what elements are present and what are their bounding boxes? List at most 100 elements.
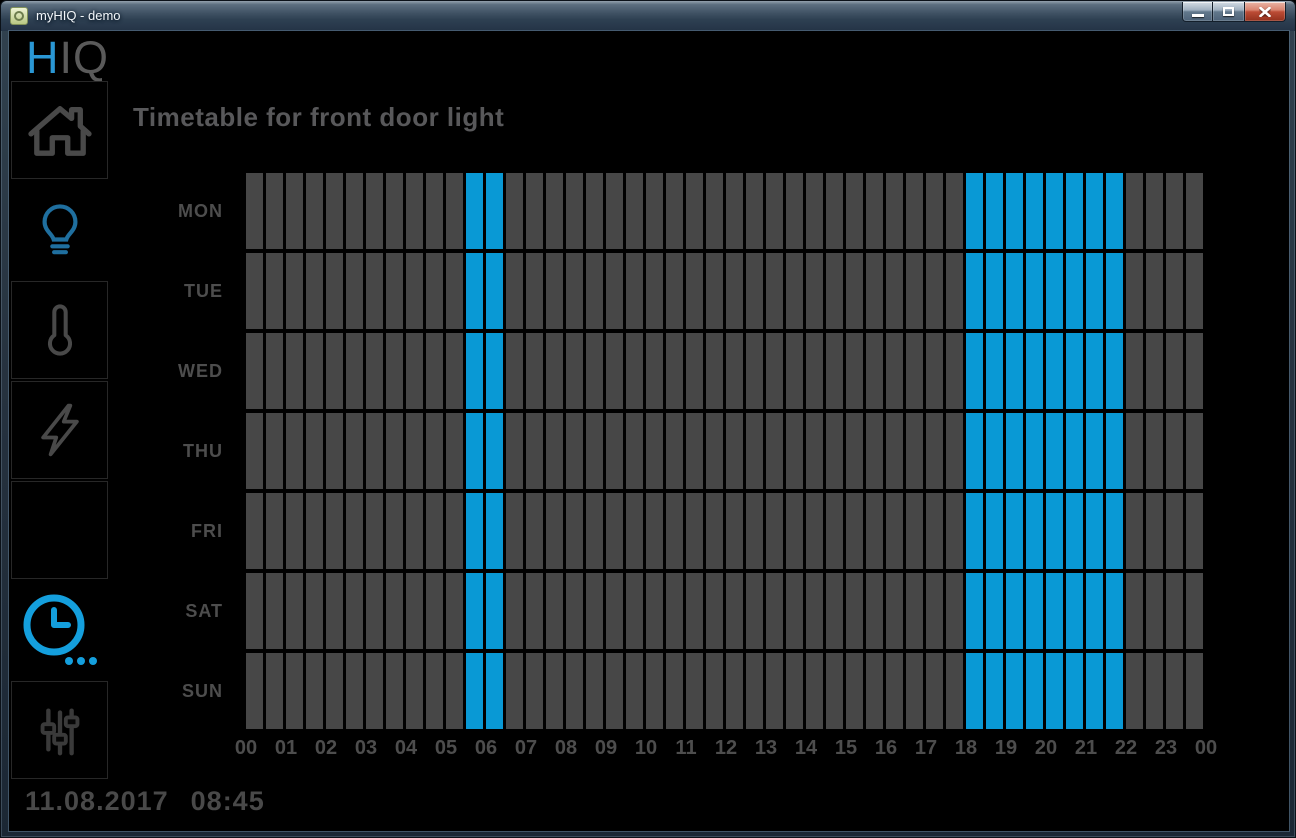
timetable-cell[interactable] bbox=[486, 573, 503, 649]
timetable-cell[interactable] bbox=[666, 333, 683, 409]
timetable-cell[interactable] bbox=[486, 413, 503, 489]
timetable-cell[interactable] bbox=[326, 253, 343, 329]
timetable-cell[interactable] bbox=[486, 333, 503, 409]
timetable-cell[interactable] bbox=[946, 413, 963, 489]
timetable-cell[interactable] bbox=[666, 653, 683, 729]
timetable-cell[interactable] bbox=[626, 573, 643, 649]
timetable-cell[interactable] bbox=[906, 653, 923, 729]
timetable-cell[interactable] bbox=[926, 653, 943, 729]
timetable-cell[interactable] bbox=[846, 573, 863, 649]
timetable-cell[interactable] bbox=[526, 333, 543, 409]
timetable-cell[interactable] bbox=[1166, 573, 1183, 649]
timetable-cell[interactable] bbox=[1006, 573, 1023, 649]
timetable-cell[interactable] bbox=[666, 173, 683, 249]
timetable-cell[interactable] bbox=[1186, 253, 1203, 329]
timetable-cell[interactable] bbox=[526, 253, 543, 329]
timetable-cell[interactable] bbox=[1066, 333, 1083, 409]
timetable-cell[interactable] bbox=[1186, 573, 1203, 649]
timetable-cell[interactable] bbox=[1126, 253, 1143, 329]
timetable-cell[interactable] bbox=[366, 413, 383, 489]
timetable-cell[interactable] bbox=[646, 173, 663, 249]
timetable-cell[interactable] bbox=[1146, 653, 1163, 729]
timetable-cell[interactable] bbox=[1166, 333, 1183, 409]
timetable-cell[interactable] bbox=[1066, 573, 1083, 649]
timetable-cell[interactable] bbox=[686, 413, 703, 489]
timetable-cell[interactable] bbox=[686, 653, 703, 729]
maximize-button[interactable] bbox=[1213, 2, 1244, 22]
timetable-cell[interactable] bbox=[726, 253, 743, 329]
timetable-cell[interactable] bbox=[586, 653, 603, 729]
timetable-cell[interactable] bbox=[546, 173, 563, 249]
timetable-cell[interactable] bbox=[1086, 493, 1103, 569]
timetable-cell[interactable] bbox=[246, 493, 263, 569]
timetable-cell[interactable] bbox=[426, 653, 443, 729]
timetable-cell[interactable] bbox=[646, 253, 663, 329]
sidebar-item-energy[interactable] bbox=[11, 381, 108, 479]
timetable-cell[interactable] bbox=[986, 333, 1003, 409]
timetable-cell[interactable] bbox=[846, 253, 863, 329]
timetable-cell[interactable] bbox=[726, 573, 743, 649]
timetable-cell[interactable] bbox=[446, 573, 463, 649]
timetable-cell[interactable] bbox=[266, 573, 283, 649]
timetable-cell[interactable] bbox=[526, 573, 543, 649]
timetable-cell[interactable] bbox=[346, 253, 363, 329]
timetable-cell[interactable] bbox=[406, 493, 423, 569]
timetable-cell[interactable] bbox=[826, 173, 843, 249]
timetable-cell[interactable] bbox=[966, 333, 983, 409]
timetable-cell[interactable] bbox=[746, 573, 763, 649]
timetable-cell[interactable] bbox=[1126, 493, 1143, 569]
timetable-cell[interactable] bbox=[686, 573, 703, 649]
timetable-cell[interactable] bbox=[366, 573, 383, 649]
timetable-cell[interactable] bbox=[666, 573, 683, 649]
timetable-cell[interactable] bbox=[926, 253, 943, 329]
timetable-cell[interactable] bbox=[746, 493, 763, 569]
timetable-cell[interactable] bbox=[1106, 653, 1123, 729]
timetable-cell[interactable] bbox=[426, 413, 443, 489]
timetable-cell[interactable] bbox=[1146, 413, 1163, 489]
timetable-cell[interactable] bbox=[686, 253, 703, 329]
timetable-cell[interactable] bbox=[466, 253, 483, 329]
timetable-cell[interactable] bbox=[906, 253, 923, 329]
timetable-cell[interactable] bbox=[926, 333, 943, 409]
timetable-cell[interactable] bbox=[1146, 173, 1163, 249]
timetable-cell[interactable] bbox=[966, 573, 983, 649]
timetable-cell[interactable] bbox=[1146, 253, 1163, 329]
timetable-cell[interactable] bbox=[946, 333, 963, 409]
timetable-cell[interactable] bbox=[766, 573, 783, 649]
timetable-cell[interactable] bbox=[1126, 413, 1143, 489]
timetable-cell[interactable] bbox=[626, 413, 643, 489]
timetable-cell[interactable] bbox=[886, 173, 903, 249]
timetable-cell[interactable] bbox=[1086, 333, 1103, 409]
timetable-cell[interactable] bbox=[506, 653, 523, 729]
timetable-cell[interactable] bbox=[526, 493, 543, 569]
timetable-cell[interactable] bbox=[1126, 333, 1143, 409]
timetable-cell[interactable] bbox=[506, 493, 523, 569]
timetable-cell[interactable] bbox=[1026, 253, 1043, 329]
timetable-cell[interactable] bbox=[466, 653, 483, 729]
timetable-cell[interactable] bbox=[346, 413, 363, 489]
timetable-cell[interactable] bbox=[1186, 493, 1203, 569]
timetable-cell[interactable] bbox=[246, 573, 263, 649]
timetable-cell[interactable] bbox=[946, 253, 963, 329]
timetable-cell[interactable] bbox=[706, 573, 723, 649]
timetable-cell[interactable] bbox=[426, 573, 443, 649]
timetable-cell[interactable] bbox=[446, 653, 463, 729]
timetable-cell[interactable] bbox=[826, 573, 843, 649]
timetable-cell[interactable] bbox=[346, 173, 363, 249]
timetable-cell[interactable] bbox=[326, 573, 343, 649]
timetable-cell[interactable] bbox=[1066, 493, 1083, 569]
timetable-cell[interactable] bbox=[1166, 493, 1183, 569]
timetable-cell[interactable] bbox=[946, 173, 963, 249]
timetable-cell[interactable] bbox=[626, 173, 643, 249]
timetable-cell[interactable] bbox=[306, 413, 323, 489]
timetable-cell[interactable] bbox=[246, 333, 263, 409]
timetable-cell[interactable] bbox=[1046, 413, 1063, 489]
timetable-cell[interactable] bbox=[386, 253, 403, 329]
timetable-cell[interactable] bbox=[526, 653, 543, 729]
timetable-cell[interactable] bbox=[286, 253, 303, 329]
timetable-cell[interactable] bbox=[466, 573, 483, 649]
sidebar-item-blank[interactable] bbox=[11, 481, 108, 579]
timetable-cell[interactable] bbox=[426, 253, 443, 329]
timetable-cell[interactable] bbox=[1026, 333, 1043, 409]
timetable-cell[interactable] bbox=[746, 173, 763, 249]
